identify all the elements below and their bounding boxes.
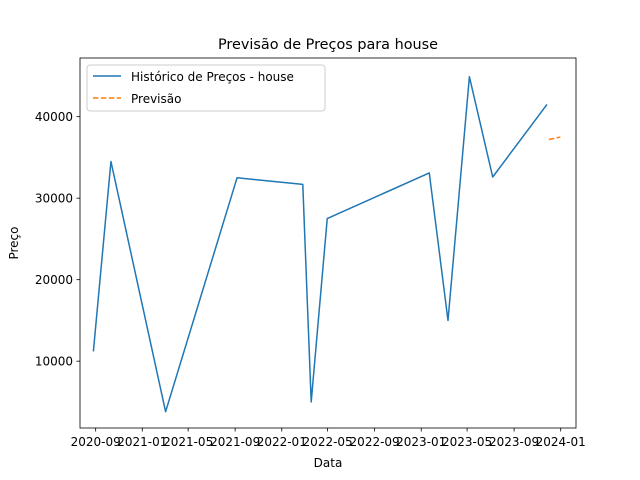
y-tick-label: 10000: [35, 355, 73, 369]
x-axis-ticks: 2020-092021-012021-052021-092022-012022-…: [71, 428, 586, 449]
x-tick-label: 2024-01: [536, 435, 586, 449]
legend-label-history: Histórico de Preços - house: [131, 70, 294, 84]
legend-label-forecast: Previsão: [131, 92, 181, 106]
series-line-history: [92, 75, 548, 413]
x-tick-label: 2022-05: [303, 435, 353, 449]
x-tick-label: 2023-09: [489, 435, 539, 449]
y-axis-title: Preço: [7, 226, 21, 259]
legend-box: [86, 64, 326, 112]
legend: Histórico de Preços - house Previsão: [86, 64, 326, 112]
chart-title: Previsão de Preços para house: [218, 37, 438, 53]
x-tick-label: 2022-09: [350, 435, 400, 449]
x-tick-label: 2022-01: [257, 435, 307, 449]
x-axis-title: Data: [314, 456, 343, 470]
x-tick-label: 2021-05: [163, 435, 213, 449]
y-tick-label: 30000: [35, 192, 73, 206]
x-tick-label: 2023-05: [442, 435, 492, 449]
y-tick-label: 40000: [35, 110, 73, 124]
x-tick-label: 2020-09: [71, 435, 121, 449]
x-tick-label: 2023-01: [396, 435, 446, 449]
x-tick-label: 2021-09: [210, 435, 260, 449]
y-axis-ticks: 10000 20000 30000 40000: [35, 110, 80, 369]
y-tick-label: 20000: [35, 273, 73, 287]
series-line-forecast: [548, 136, 561, 141]
x-tick-label: 2021-01: [117, 435, 167, 449]
plot-lines: [92, 75, 561, 413]
